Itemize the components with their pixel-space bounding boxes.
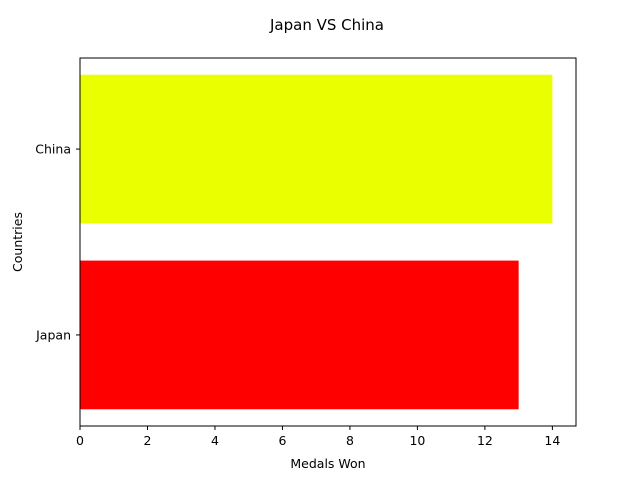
x-axis-ticks: 0 2 4 6 8 10 12 14 [76,426,560,448]
bar-japan [80,260,519,410]
x-tick-label: 4 [211,433,219,448]
y-tick-label: China [35,142,71,157]
x-tick-label: 12 [477,433,493,448]
bar-china [80,74,553,224]
x-tick-label: 0 [76,433,84,448]
x-tick-label: 14 [544,433,560,448]
x-tick-label: 6 [278,433,286,448]
y-tick-label: Japan [35,327,71,342]
x-tick-label: 2 [144,433,152,448]
y-axis-ticks: Japan China [35,142,80,342]
x-tick-label: 10 [409,433,425,448]
plot-frame [79,57,577,427]
x-axis-label: Medals Won [290,456,365,471]
x-tick-label: 8 [346,433,354,448]
chart-title: Japan VS China [269,16,384,34]
y-axis-label: Countries [10,212,25,272]
bars [80,74,553,410]
